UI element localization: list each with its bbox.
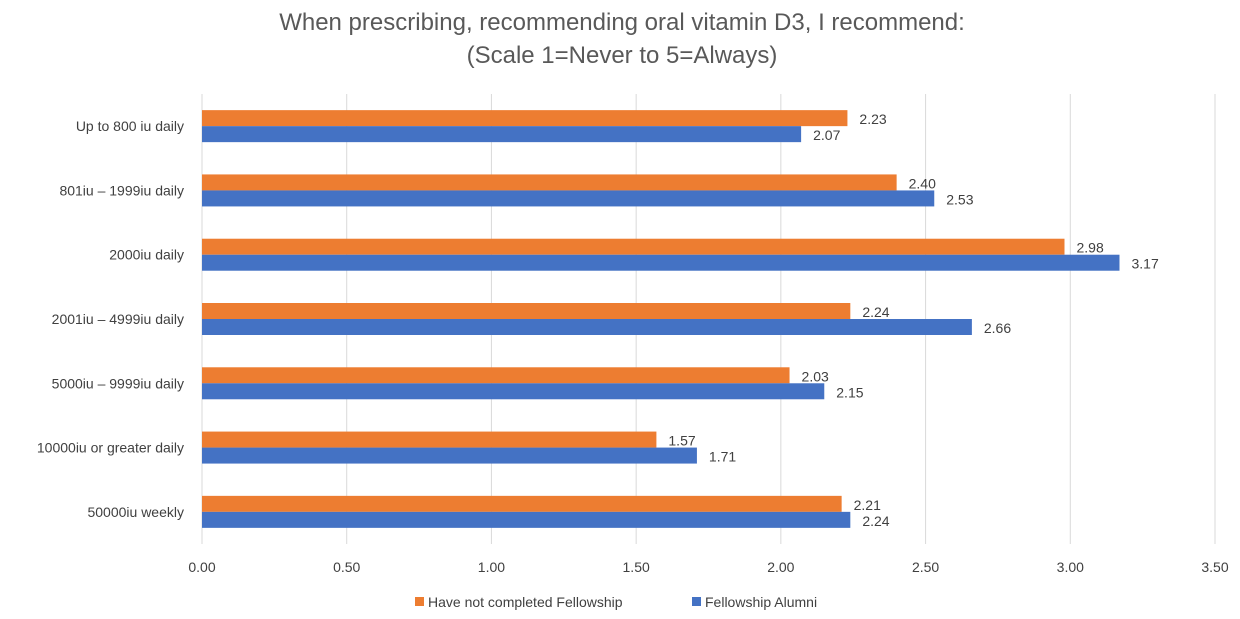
category-label: 801iu – 1999iu daily [59,182,184,198]
data-label: 2.24 [862,304,889,320]
bar [202,190,935,207]
data-label: 2.07 [813,127,840,143]
x-tick-label: 1.00 [478,559,505,575]
bar [202,110,848,127]
x-tick-label: 1.50 [623,559,650,575]
x-tick-label: 2.50 [912,559,939,575]
data-label: 2.03 [802,368,829,384]
category-label: Up to 800 iu daily [76,118,184,134]
bars [202,110,1120,528]
data-label: 2.40 [909,175,936,191]
data-label: 2.66 [984,320,1011,336]
bar [202,447,697,464]
bar [202,174,897,191]
x-tick-label: 2.00 [767,559,794,575]
legend-swatch [415,597,424,606]
bar [202,367,790,384]
x-tick-label: 3.00 [1057,559,1084,575]
data-label: 2.15 [836,384,863,400]
legend-swatch [692,597,701,606]
data-label: 2.53 [946,191,973,207]
category-label: 2001iu – 4999iu daily [52,311,184,327]
x-axis-ticks: 0.00 0.50 1.00 1.50 2.00 2.50 3.00 3.50 [188,559,1228,575]
bar [202,303,851,319]
data-label: 2.21 [854,497,881,513]
data-label: 2.98 [1076,240,1103,256]
chart-title: When prescribing, recommending oral vita… [279,9,965,36]
category-label: 5000iu – 9999iu daily [52,375,184,391]
y-axis-categories: Up to 800 iu daily 801iu – 1999iu daily 20… [37,118,184,520]
bar [202,254,1120,271]
legend-label: Fellowship Alumni [705,594,817,610]
data-label: 3.17 [1131,256,1158,272]
bar [202,431,657,448]
data-labels: 2.23 2.07 2.40 2.53 2.98 3.17 2.24 2.66 2.03 2.15… [668,111,1159,529]
category-label: 10000iu or greater daily [37,440,184,456]
bar [202,238,1065,255]
data-label: 1.57 [668,433,695,449]
chart-subtitle: (Scale 1=Never to 5=Always) [467,42,778,69]
category-label: 50000iu weekly [87,504,184,520]
data-label: 2.24 [862,513,889,529]
data-label: 1.71 [709,449,736,465]
legend-label: Have not completed Fellowship [428,594,623,610]
bar [202,383,825,400]
bar [202,126,802,143]
x-tick-label: 0.50 [333,559,360,575]
legend: Have not completed Fellowship Fellowship … [415,594,817,610]
x-tick-label: 0.00 [188,559,215,575]
category-label: 2000iu daily [109,247,184,263]
bar [202,319,972,335]
bar [202,511,851,528]
x-tick-label: 3.50 [1201,559,1228,575]
data-label: 2.23 [859,111,886,127]
bar [202,495,842,512]
